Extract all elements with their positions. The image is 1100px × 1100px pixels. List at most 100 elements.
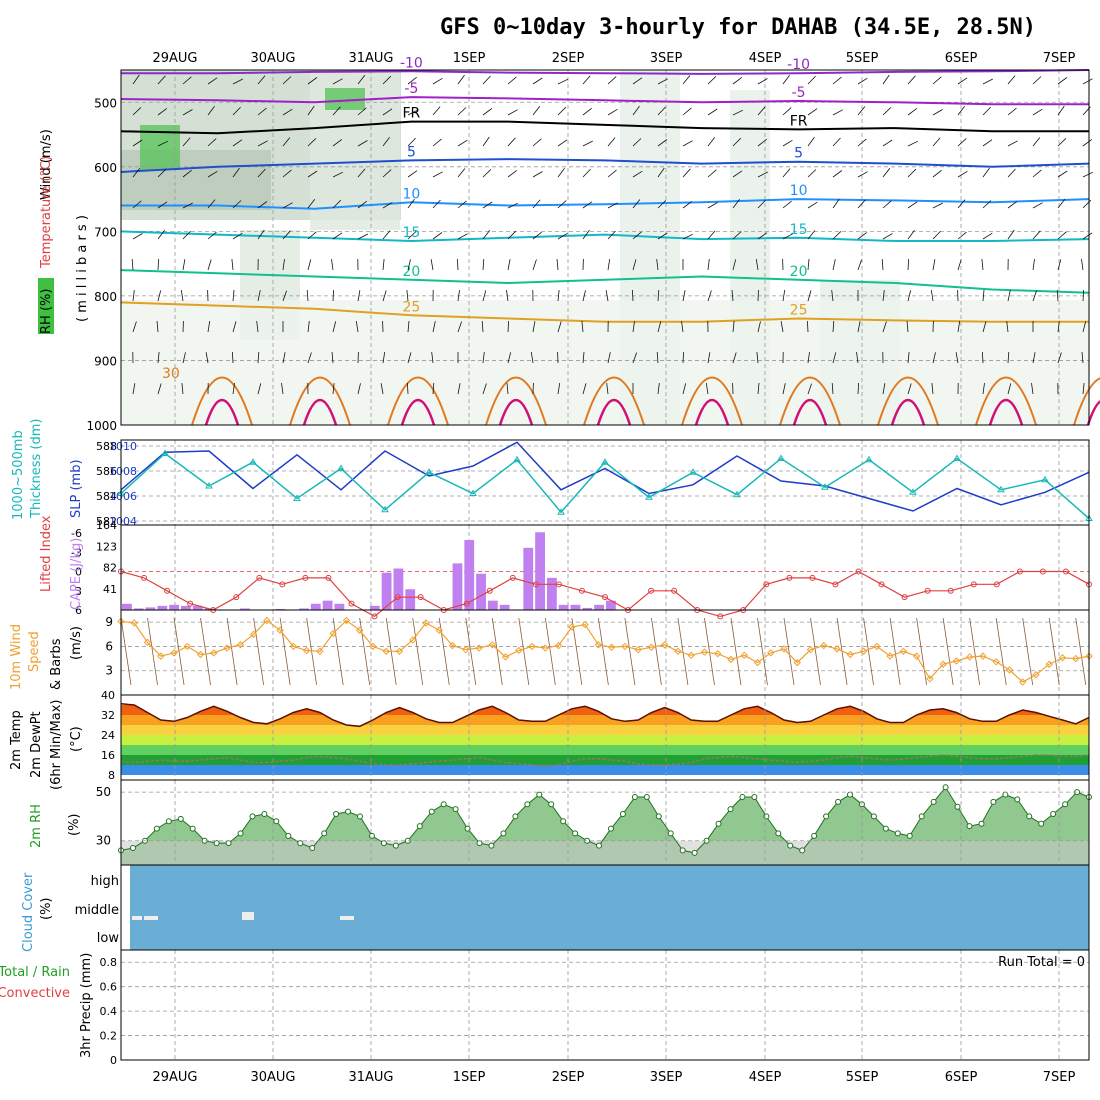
wind-barb (432, 106, 441, 116)
wind-barb (457, 107, 467, 116)
wind-speed-point (435, 626, 443, 634)
wind-barb (832, 352, 837, 364)
isotherm-label: 10 (402, 186, 420, 202)
wind-barb (557, 139, 568, 147)
wind-barb (707, 259, 710, 271)
wind-speed-point (528, 642, 536, 651)
temp-tick: 24 (101, 729, 115, 742)
pressure-tick: 900 (94, 354, 117, 368)
panel-label: Speed (27, 631, 42, 672)
wind-barb (182, 137, 191, 147)
rh-point (715, 820, 722, 827)
rh-point (1062, 801, 1069, 808)
li-point (1039, 568, 1046, 575)
wind-barb (431, 352, 434, 364)
precip-frame (120, 949, 1090, 1061)
wind-barb (682, 75, 691, 85)
thickness-point (513, 455, 521, 463)
wind-barb (682, 140, 693, 147)
wind-speed-point (355, 626, 364, 634)
wind-speed-point (196, 650, 205, 659)
wind-barb (200, 617, 211, 686)
wind-barb (407, 170, 418, 178)
wind-barb (1007, 168, 1016, 178)
rh-point (129, 845, 136, 851)
wind-barb (1082, 171, 1094, 178)
wind-barb (132, 321, 137, 333)
cloud-gap (242, 912, 254, 920)
wind-barb (882, 139, 893, 147)
wind-barb (657, 232, 668, 240)
thickness-tick: 584 (96, 490, 117, 503)
rh-point (1002, 791, 1009, 798)
li-point (901, 594, 908, 601)
wind-speed-point (302, 646, 311, 655)
wind-tick: 9 (105, 615, 113, 629)
wind-barb (1057, 321, 1060, 333)
wind-barb (557, 321, 562, 333)
panel-label: (m/s) (69, 626, 84, 660)
wind-barb (557, 290, 560, 302)
wind-barb (482, 383, 487, 395)
cloud-fill (130, 865, 1089, 950)
thickness-point (733, 490, 741, 498)
wind-speed-point (992, 658, 1000, 666)
wind-barb (207, 321, 211, 333)
panel-label: & Barbs (49, 638, 64, 690)
wind-speed-point (859, 647, 868, 655)
rh-point (1050, 811, 1057, 817)
wind-barb (157, 290, 162, 302)
wind-barb (682, 107, 692, 116)
wind-speed-point (329, 629, 337, 638)
li-point (187, 600, 194, 607)
cape-bar (381, 572, 392, 610)
wind-barb (957, 105, 965, 116)
date-label-bottom: 3SEP (650, 1070, 683, 1085)
wind-barb (282, 137, 291, 147)
wind-speed-point (660, 641, 669, 649)
wind-barb (232, 232, 243, 240)
wind-barb (257, 107, 267, 116)
wind-barb (432, 138, 442, 147)
wind-barb (1082, 199, 1092, 209)
rh-point (297, 840, 304, 847)
date-label-bottom: 1SEP (453, 1070, 486, 1085)
wind-barb (232, 383, 235, 395)
wind-barb (907, 290, 912, 302)
rh-point (667, 830, 674, 837)
isotherm-label: 20 (402, 264, 420, 280)
wind-barb (182, 230, 191, 240)
wind-barb (507, 230, 517, 240)
wind-speed-point (1032, 671, 1040, 679)
wind-barb (382, 259, 385, 271)
wind-barb (656, 259, 659, 271)
wind-barb (1057, 138, 1067, 147)
rh-point (189, 825, 196, 832)
isotherm-30-arch (289, 376, 351, 426)
rh-point (249, 813, 256, 820)
wind-barb (530, 352, 534, 364)
wind-barb (207, 199, 216, 209)
rh-point (213, 840, 220, 847)
wind-barb (807, 201, 818, 209)
wind-barb (1007, 140, 1018, 147)
wind-speed-point (674, 647, 682, 655)
wind-barb (281, 383, 284, 395)
wind-barb (882, 168, 891, 178)
wind-speed-point (382, 647, 390, 655)
rh-point (954, 803, 961, 810)
li-point (463, 600, 470, 607)
wind-barb (207, 77, 218, 85)
wind-barb (1032, 202, 1043, 209)
wind-barb (132, 107, 142, 116)
isotherm-label: 10 (790, 183, 808, 199)
wind-barb (232, 167, 240, 178)
wind-speed-point (289, 642, 298, 651)
wind-barb (282, 76, 292, 85)
panel-label: CAPE (J/kg) (69, 538, 84, 610)
temp-tick: 8 (108, 769, 115, 782)
wind-barb (607, 108, 618, 116)
wind-barb (332, 171, 344, 178)
wind-barb (657, 139, 668, 147)
date-label-top: 6SEP (945, 51, 978, 66)
